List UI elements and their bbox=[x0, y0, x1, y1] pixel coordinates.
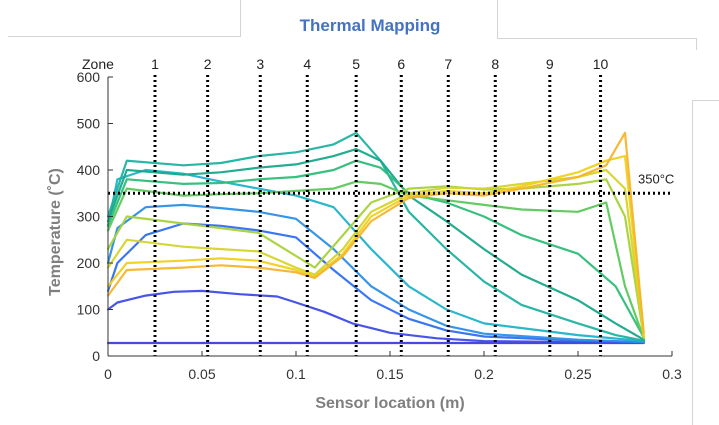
zone-label-3: 3 bbox=[256, 56, 264, 72]
series-line-5 bbox=[106, 168, 645, 343]
frame-line-top-left bbox=[240, 0, 241, 36]
zone-label-4: 4 bbox=[303, 56, 311, 72]
series-line-11 bbox=[106, 168, 645, 339]
zone-label-2: 2 bbox=[204, 56, 212, 72]
y-tick-label-0: 0 bbox=[92, 348, 100, 364]
reference-layer: 350°C bbox=[108, 171, 674, 195]
x-axis-title: Sensor location (m) bbox=[315, 395, 464, 412]
zone-label-10: 10 bbox=[593, 56, 609, 72]
series-line-6 bbox=[106, 131, 645, 342]
frame-line-top-right bbox=[497, 0, 498, 38]
x-tick-label-6: 0.3 bbox=[662, 366, 682, 382]
zone-label-9: 9 bbox=[546, 56, 554, 72]
y-tick-label-100: 100 bbox=[77, 302, 101, 318]
y-tick-label-400: 400 bbox=[77, 162, 101, 178]
series-layer bbox=[106, 131, 645, 345]
series-line-10 bbox=[106, 178, 645, 339]
series-line-4 bbox=[106, 203, 645, 344]
zone-label-5: 5 bbox=[352, 56, 360, 72]
reference-label: 350°C bbox=[638, 171, 674, 186]
y-tick-label-600: 600 bbox=[77, 69, 101, 85]
frame-line-left-bottom bbox=[8, 36, 241, 37]
x-tick-label-2: 0.1 bbox=[286, 366, 306, 382]
zone-label-1: 1 bbox=[151, 56, 159, 72]
zone-layer: Zone 1 2 3 4 5 6 7 8 9 10 bbox=[82, 56, 609, 356]
x-tick-label-5: 0.25 bbox=[564, 366, 591, 382]
y-tick-label-300: 300 bbox=[77, 209, 101, 225]
series-line-12 bbox=[106, 155, 645, 337]
page-title: Thermal Mapping bbox=[299, 16, 441, 35]
y-axis-title: Temperature (˚C) bbox=[47, 168, 64, 296]
series-line-2 bbox=[106, 289, 645, 344]
y-tick-label-200: 200 bbox=[77, 255, 101, 271]
frame-line-right-lower bbox=[692, 100, 693, 425]
frame-line-right-vertical bbox=[696, 38, 697, 50]
series-line-8 bbox=[106, 159, 645, 339]
zone-label-7: 7 bbox=[444, 56, 452, 72]
frame-line-right-top bbox=[497, 38, 697, 39]
x-tick-label-3: 0.15 bbox=[376, 366, 403, 382]
series-line-7 bbox=[106, 148, 645, 341]
y-tick-label-500: 500 bbox=[77, 116, 101, 132]
series-line-3 bbox=[106, 222, 645, 344]
x-tick-label-1: 0.05 bbox=[188, 366, 215, 382]
x-tick-label-4: 0.2 bbox=[474, 366, 494, 382]
frame-line-right-stub bbox=[692, 100, 719, 101]
zone-heading: Zone bbox=[82, 56, 114, 72]
zone-label-8: 8 bbox=[491, 56, 499, 72]
zone-label-6: 6 bbox=[397, 56, 405, 72]
axes-layer: 0 100 200 300 400 500 600 0 0.05 0.1 0.15 0.2 0.25 0.… bbox=[77, 69, 682, 382]
x-tick-label-0: 0 bbox=[104, 366, 112, 382]
